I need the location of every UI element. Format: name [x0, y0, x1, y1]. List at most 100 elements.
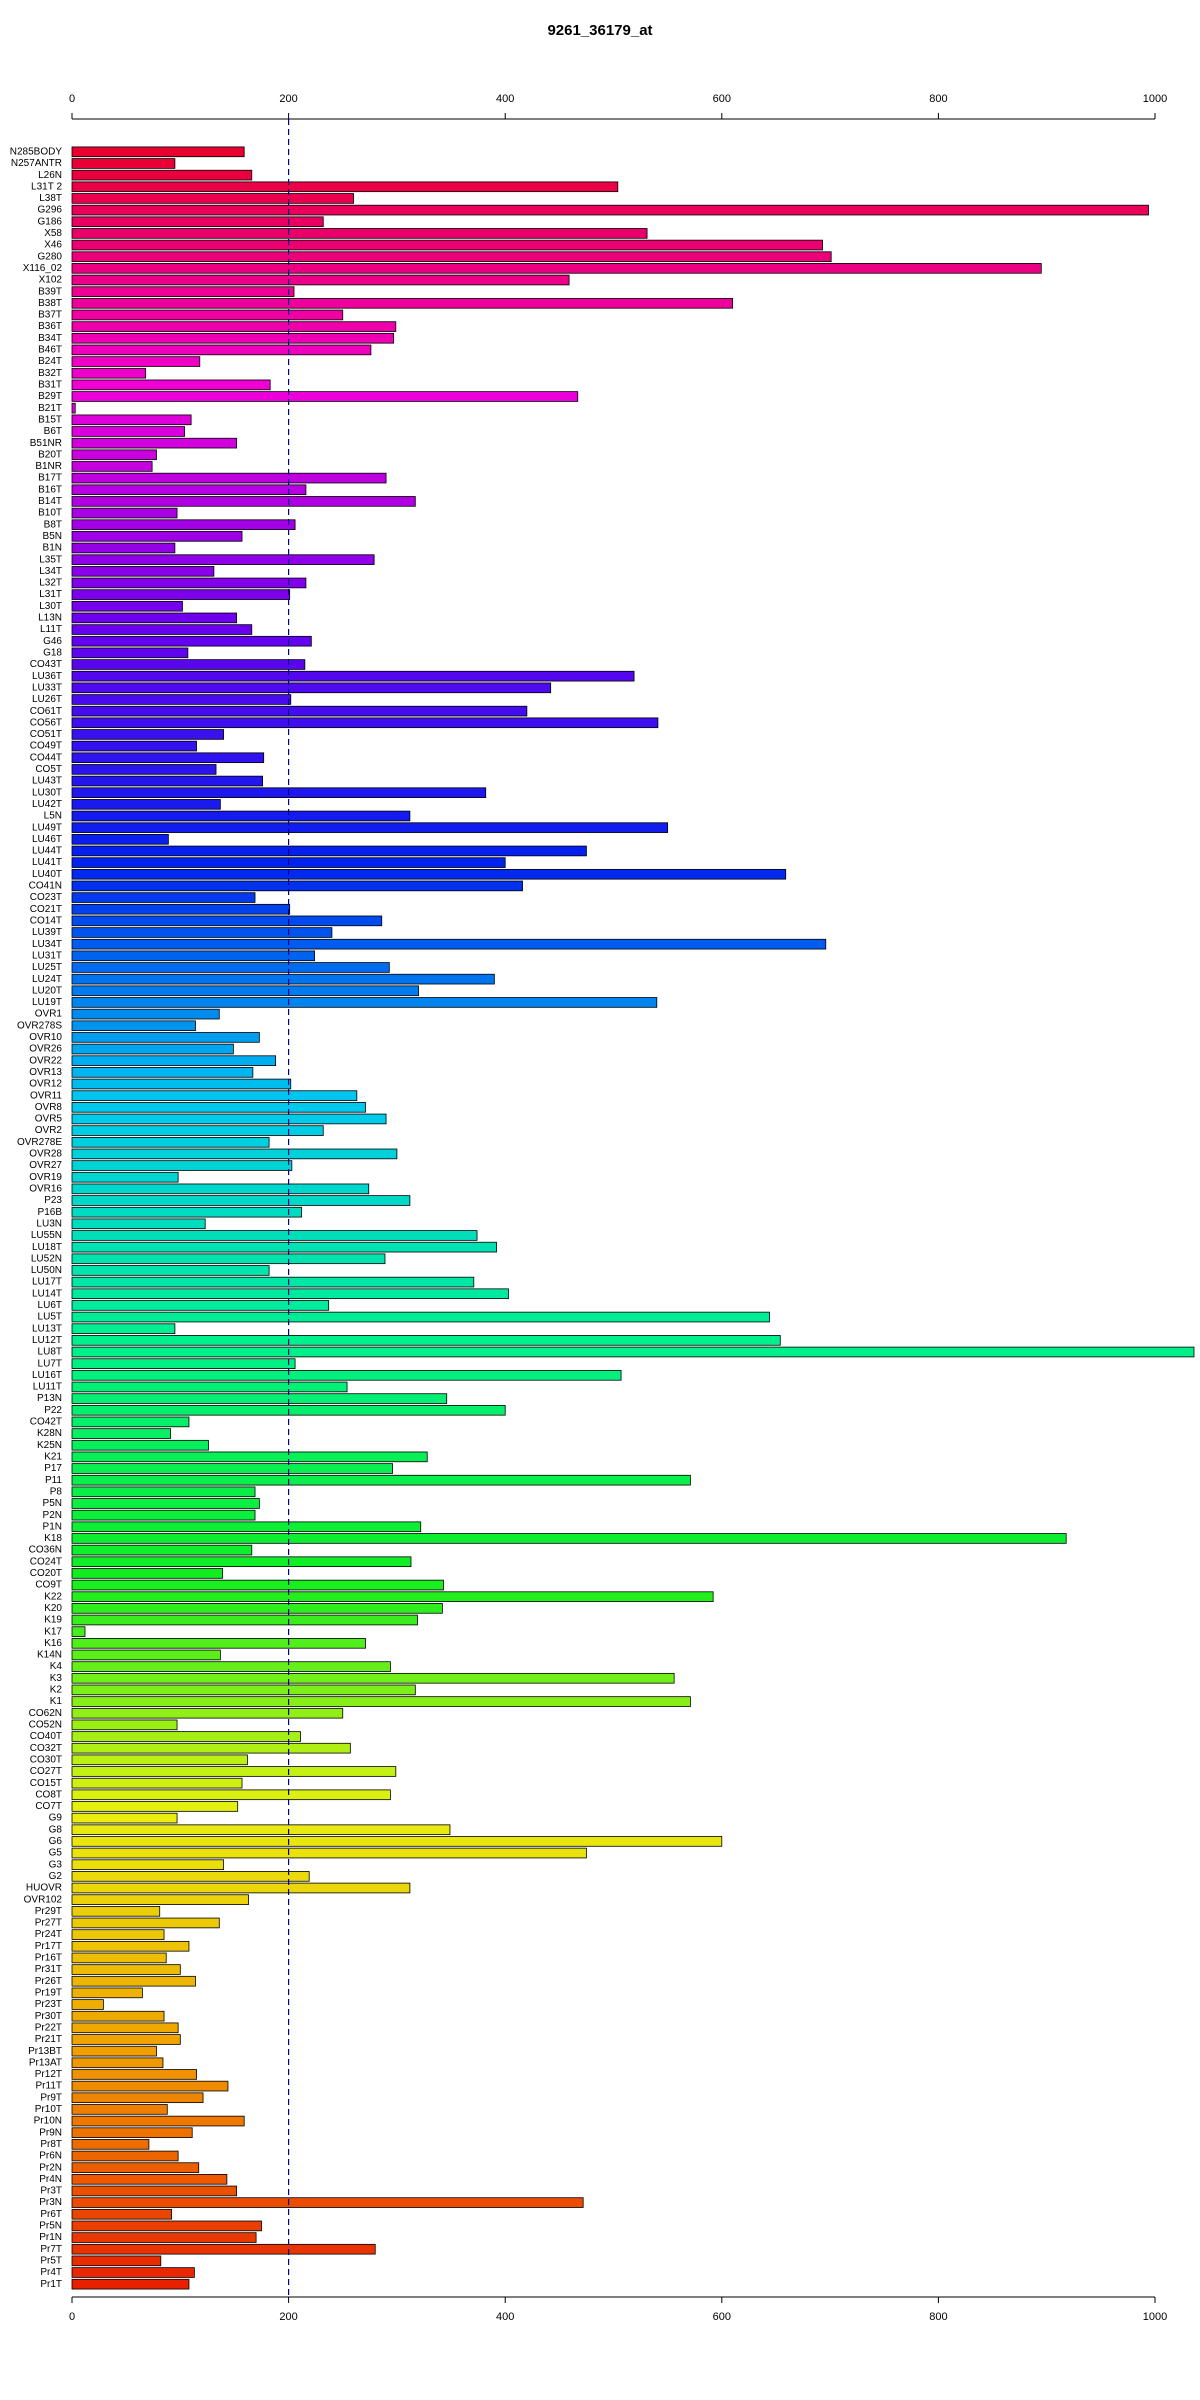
bar [71, 1579, 444, 1591]
y-tick-label: Pr19T [35, 1988, 62, 1999]
bar [71, 787, 487, 798]
bar [71, 1416, 190, 1428]
bar [71, 1055, 277, 1066]
y-tick-label: P22 [44, 1405, 62, 1416]
y-tick-label: Pr4T [40, 2267, 62, 2278]
bar [71, 356, 201, 367]
bar [71, 2127, 193, 2138]
bar [71, 1381, 348, 1393]
bar [71, 2197, 584, 2208]
y-tick-label: Pr9T [40, 2092, 62, 2103]
y-tick-label: LU12T [32, 1335, 62, 1346]
bar [71, 764, 217, 775]
bar [71, 519, 296, 530]
y-tick-label: CO20T [30, 1568, 62, 1579]
y-tick-label: LU50N [31, 1265, 62, 1276]
y-tick-label: LU16T [32, 1370, 62, 1381]
bar [71, 1241, 497, 1253]
y-tick-label: Pr22T [35, 2022, 62, 2033]
bar [71, 1218, 206, 1230]
bar [71, 1906, 161, 1917]
bar [71, 682, 552, 694]
y-tick-label: G296 [38, 205, 63, 216]
bar [71, 1335, 781, 1346]
bar [71, 985, 419, 997]
bar [71, 1288, 509, 1300]
y-tick-label: P23 [44, 1195, 62, 1206]
bar [71, 1544, 253, 1556]
bar [71, 507, 178, 519]
bar [71, 2208, 173, 2220]
y-tick-label: Pr23T [35, 1999, 62, 2010]
y-tick-label: CO24T [30, 1556, 62, 1567]
y-tick-label: LU7T [38, 1358, 62, 1369]
y-tick-label: CO42T [30, 1417, 62, 1428]
y-tick-label: K19 [44, 1615, 62, 1626]
y-tick-label: Pr2N [39, 2162, 62, 2173]
y-tick-label: OVR102 [24, 1894, 63, 1905]
bar [71, 1754, 248, 1766]
y-tick-label: OVR8 [35, 1102, 63, 1113]
bar [71, 1090, 358, 1101]
y-tick-label: CO27T [30, 1766, 62, 1777]
y-tick-label: Pr26T [35, 1976, 62, 1987]
y-tick-label: LU31T [32, 950, 62, 961]
y-tick-label: CO14T [30, 916, 62, 927]
y-tick-label: G46 [43, 636, 62, 647]
bar [71, 1486, 256, 1498]
y-tick-label: N285BODY [10, 146, 63, 157]
y-tick-label: B16T [38, 484, 62, 495]
bar [71, 1160, 293, 1171]
bar [71, 1346, 1195, 1358]
y-tick-label: B46T [38, 345, 62, 356]
bar [71, 1929, 165, 1940]
y-tick-label: CO51T [30, 729, 62, 740]
y-tick-label: B24T [38, 356, 62, 367]
y-tick-label: Pr12T [35, 2069, 62, 2080]
y-tick-label: L31T [39, 589, 62, 600]
bar [71, 1684, 416, 1696]
y-tick-label: CO32T [30, 1743, 62, 1754]
y-tick-label: G3 [49, 1859, 63, 1870]
y-tick-label: HUOVR [26, 1883, 62, 1894]
y-tick-label: OVR1 [35, 1009, 63, 1020]
bar [71, 740, 197, 752]
y-tick-label: LU13T [32, 1323, 62, 1334]
bar [71, 1230, 478, 1241]
y-tick-label: Pr4N [39, 2174, 62, 2185]
bar [71, 1731, 301, 1742]
y-tick-label: K16 [44, 1638, 62, 1649]
bar [71, 542, 176, 554]
bar [71, 193, 354, 204]
bar [71, 938, 827, 950]
y-tick-label: B6T [44, 426, 62, 437]
y-tick-label: L30T [39, 601, 62, 612]
bar [71, 1836, 723, 1847]
bar [71, 1882, 411, 1894]
y-tick-label: B10T [38, 508, 62, 519]
y-tick-label: OVR27 [29, 1160, 62, 1171]
y-tick-label: CO40T [30, 1731, 62, 1742]
y-tick-label: X116_02 [23, 263, 63, 274]
bar [71, 2022, 179, 2034]
y-tick-label: CO52N [29, 1720, 62, 1731]
bar [71, 2139, 150, 2150]
bar [71, 1474, 691, 1486]
bar [71, 1964, 181, 1975]
bar [71, 1102, 366, 1113]
y-tick-label: CO7T [35, 1801, 62, 1812]
bar [71, 834, 169, 845]
bar [71, 1556, 412, 1568]
y-tick-label: LU14T [32, 1288, 62, 1299]
y-tick-label: K21 [44, 1452, 62, 1463]
bar [71, 2010, 165, 2022]
bar [71, 1987, 143, 1999]
bar [71, 2069, 197, 2080]
y-tick-label: LU3N [36, 1218, 62, 1229]
bar [71, 1043, 234, 1055]
bar [71, 1428, 171, 1439]
y-tick-label: K25N [37, 1440, 62, 1451]
y-tick-label: OVR28 [29, 1149, 62, 1160]
bar [71, 2115, 245, 2127]
